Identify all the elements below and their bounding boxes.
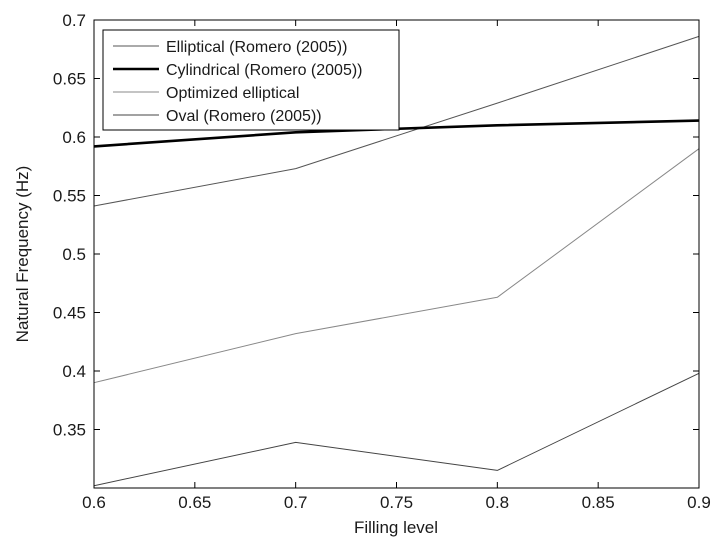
y-tick-label: 0.6: [62, 128, 86, 147]
x-tick-label: 0.9: [687, 493, 711, 512]
legend-label-optimized-elliptical: Optimized elliptical: [166, 85, 299, 102]
series-line-elliptical-romero-2005: [93, 35, 700, 207]
x-tick-label: 0.6: [82, 493, 106, 512]
x-axis-title: Filling level: [354, 518, 438, 537]
series-line-optimized-elliptical: [93, 148, 700, 384]
y-tick-label: 0.55: [53, 187, 86, 206]
legend-box: [102, 29, 400, 131]
x-tick-label: 0.85: [582, 493, 615, 512]
y-tick-label: 0.5: [62, 245, 86, 264]
legend-label-oval-romero-2005: Oval (Romero (2005)): [166, 108, 322, 125]
legend-label-elliptical-romero-2005: Elliptical (Romero (2005)): [166, 39, 347, 56]
legend-label-cylindrical-romero-2005: Cylindrical (Romero (2005)): [166, 62, 363, 79]
series-line-oval-romero-2005: [93, 372, 700, 487]
x-tick-label: 0.75: [380, 493, 413, 512]
legend: Elliptical (Romero (2005)) Cylindrical (R…: [102, 29, 400, 131]
y-tick-label: 0.65: [53, 70, 86, 89]
y-tick-label: 0.4: [62, 362, 86, 381]
y-axis-title: Natural Frequency (Hz): [13, 166, 32, 343]
x-tick-label: 0.7: [284, 493, 308, 512]
y-tick-label: 0.45: [53, 304, 86, 323]
y-tick-label: 0.35: [53, 421, 86, 440]
x-tick-label: 0.8: [486, 493, 510, 512]
x-tick-label: 0.65: [178, 493, 211, 512]
tick-layer: 0.6 0.65 0.7 0.75 0.8 0.85 0.9 0.35 0.4 0.45 0.5 0.…: [53, 11, 711, 512]
y-tick-label: 0.7: [62, 11, 86, 30]
